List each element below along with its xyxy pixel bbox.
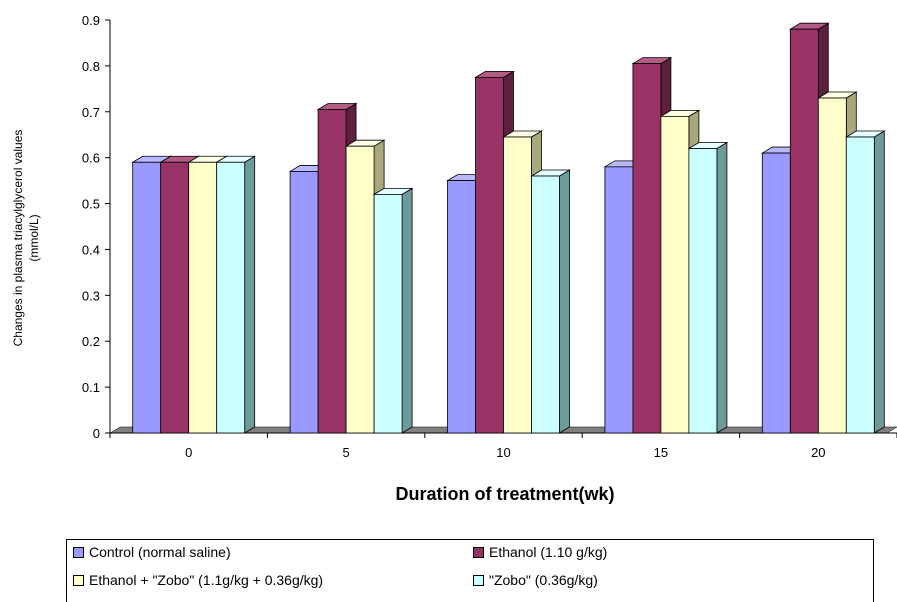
y-tick-label: 0.9	[82, 13, 100, 28]
x-tick-label: 15	[654, 445, 668, 460]
legend-label-ethanol-zobo: Ethanol + "Zobo" (1.1g/kg + 0.36g/kg)	[89, 572, 324, 588]
legend-item-control: Control (normal saline)	[73, 544, 231, 560]
y-axis-label: Changes in plasma triacylglycerol values…	[11, 130, 41, 347]
y-tick-labels: 0 0.1 0.2 0.3 0.4 0.5 0.6 0.7 0.8 0.9	[82, 13, 100, 441]
bar	[789, 28, 819, 434]
x-tick-label: 0	[185, 445, 192, 460]
bar-side	[716, 141, 728, 434]
bar	[447, 180, 476, 434]
bar	[289, 171, 319, 434]
y-axis-label-line1: Changes in plasma triacylglycerol values	[11, 130, 25, 347]
bar	[345, 145, 375, 434]
x-tick-label: 5	[342, 445, 349, 460]
legend-label-zobo: "Zobo" (0.36g/kg)	[489, 572, 598, 588]
x-axis-label: Duration of treatment(wk)	[395, 484, 614, 504]
legend-label-control: Control (normal saline)	[89, 544, 231, 560]
chart-legend: Control (normal saline) Ethanol (1.10 g/…	[66, 539, 874, 602]
y-tick-label: 0	[93, 426, 100, 441]
legend-swatch-ethanol-zobo	[73, 574, 84, 586]
legend-item-ethanol-zobo: Ethanol + "Zobo" (1.1g/kg + 0.36g/kg)	[73, 572, 323, 588]
bar	[188, 161, 218, 434]
y-tick-label: 0.6	[82, 151, 100, 166]
x-tick-labels: 0 5 10 15 20	[185, 445, 825, 460]
bar-side	[244, 155, 256, 434]
y-tick-label: 0.3	[82, 288, 100, 303]
bar	[160, 161, 190, 434]
legend-swatch-zobo	[473, 574, 484, 586]
bar	[817, 97, 847, 434]
legend-swatch-ethanol	[473, 546, 484, 558]
legend-label-ethanol: Ethanol (1.10 g/kg)	[489, 544, 608, 560]
legend-swatch-control	[73, 546, 84, 558]
bar	[660, 115, 690, 434]
y-tick-label: 0.5	[82, 197, 100, 212]
bar	[216, 161, 246, 434]
bar	[845, 136, 875, 434]
bar-side	[873, 130, 885, 434]
bar	[604, 166, 634, 434]
y-axis-label-line2: (mmol/L)	[27, 214, 41, 261]
legend-item-zobo: "Zobo" (0.36g/kg)	[473, 572, 598, 588]
y-tick-label: 0.1	[82, 380, 100, 395]
bar	[132, 161, 162, 434]
bar	[531, 175, 560, 434]
bar-side	[401, 187, 413, 434]
bar-side	[559, 169, 570, 434]
bar	[503, 136, 532, 434]
x-tick-label: 20	[811, 445, 825, 460]
y-tick-label: 0.7	[82, 105, 100, 120]
y-tick-label: 0.4	[82, 242, 100, 257]
bar	[761, 152, 791, 434]
bar	[317, 109, 347, 434]
legend-item-ethanol: Ethanol (1.10 g/kg)	[473, 544, 607, 560]
chart-bars	[131, 22, 886, 434]
y-tick-label: 0.2	[82, 334, 100, 349]
x-tick-label: 10	[496, 445, 510, 460]
bar	[373, 193, 403, 434]
bar	[475, 76, 504, 434]
bar	[632, 63, 662, 434]
bar	[688, 148, 718, 434]
y-tick-label: 0.8	[82, 59, 100, 74]
